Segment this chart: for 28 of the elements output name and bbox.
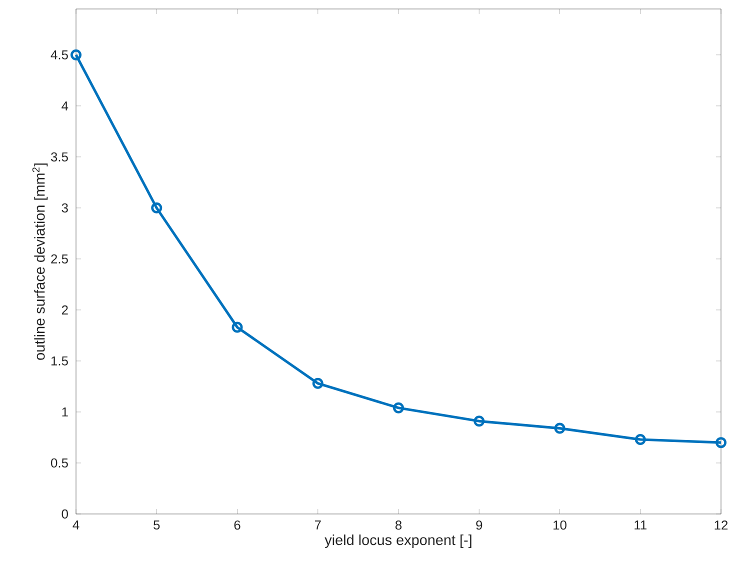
x-axis-title: yield locus exponent [-] — [324, 534, 472, 548]
y-tick-label: 0.5 — [50, 458, 68, 468]
y-tick-label: 0 — [62, 509, 68, 519]
y-tick-label: 3 — [62, 203, 68, 213]
y-tick-label: 4 — [62, 101, 68, 110]
x-tick-label: 10 — [554, 520, 566, 530]
point — [151, 202, 162, 214]
y-axis-title: outline surface deviation [mm$^{2}$] — [32, 164, 48, 360]
y-tick-label: 4.5 — [50, 50, 68, 60]
y-tick-label: 3.5 — [50, 152, 68, 162]
point — [554, 422, 566, 434]
point — [474, 416, 485, 427]
x-tick-label: 4 — [72, 520, 80, 530]
x-tick-label: 5 — [154, 520, 160, 530]
x-tick-label: 8 — [395, 520, 402, 530]
y-tick-label: 2.5 — [51, 254, 68, 264]
y-tick-label: 1.5 — [51, 356, 68, 366]
x-tick-label: 12 — [714, 520, 728, 530]
x-tick-label: 11 — [634, 520, 646, 530]
point — [312, 378, 324, 389]
x-tick-label: 9 — [476, 520, 482, 530]
point — [232, 322, 243, 333]
point — [634, 434, 646, 446]
y-tick-label: 2 — [62, 305, 68, 314]
y-tick-label: 1 — [62, 408, 68, 416]
x-tick-label: 7 — [314, 520, 321, 530]
x-tick-label: 6 — [234, 520, 240, 530]
point — [393, 402, 404, 414]
